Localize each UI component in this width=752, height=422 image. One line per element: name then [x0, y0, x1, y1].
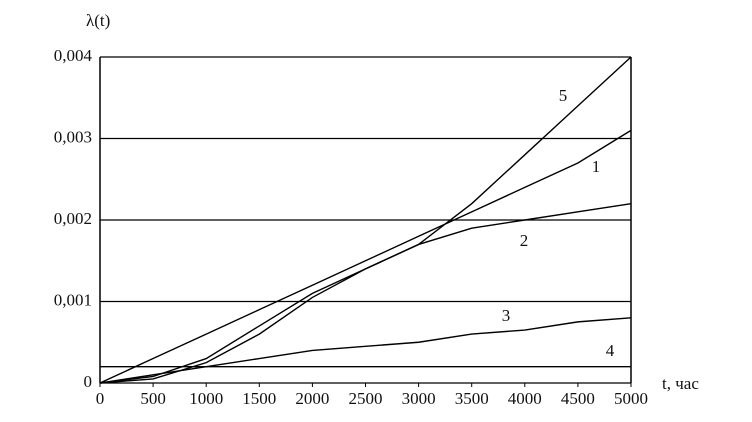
x-tick-label: 3500 [455, 389, 489, 408]
x-tick-label: 4000 [508, 389, 542, 408]
y-tick-label: 0,002 [54, 209, 92, 228]
y-axis-label: λ(t) [86, 11, 110, 30]
x-tick-label: 4500 [561, 389, 595, 408]
y-tick-label: 0 [84, 372, 93, 391]
series-line [99, 203, 632, 384]
x-axis-label: t, час [662, 374, 699, 393]
series-label: 4 [606, 341, 615, 360]
series-label: 3 [502, 306, 511, 325]
series-line [99, 56, 632, 384]
y-tick-label: 0,004 [54, 46, 93, 65]
y-tick-label: 0,001 [54, 290, 92, 309]
series-line [99, 317, 632, 384]
x-tick-label: 500 [140, 389, 166, 408]
y-tick-label: 0,003 [54, 127, 92, 146]
x-tick-label: 2500 [349, 389, 383, 408]
series-label: 2 [520, 231, 529, 250]
series-label: 5 [559, 86, 568, 105]
x-tick-label: 0 [96, 389, 105, 408]
series-label: 1 [592, 157, 601, 176]
x-tick-label: 5000 [614, 389, 648, 408]
x-tick-label: 1500 [242, 389, 276, 408]
x-tick-label: 1000 [189, 389, 223, 408]
x-tick-label: 2000 [295, 389, 329, 408]
series-line [99, 129, 632, 384]
x-tick-label: 3000 [402, 389, 436, 408]
